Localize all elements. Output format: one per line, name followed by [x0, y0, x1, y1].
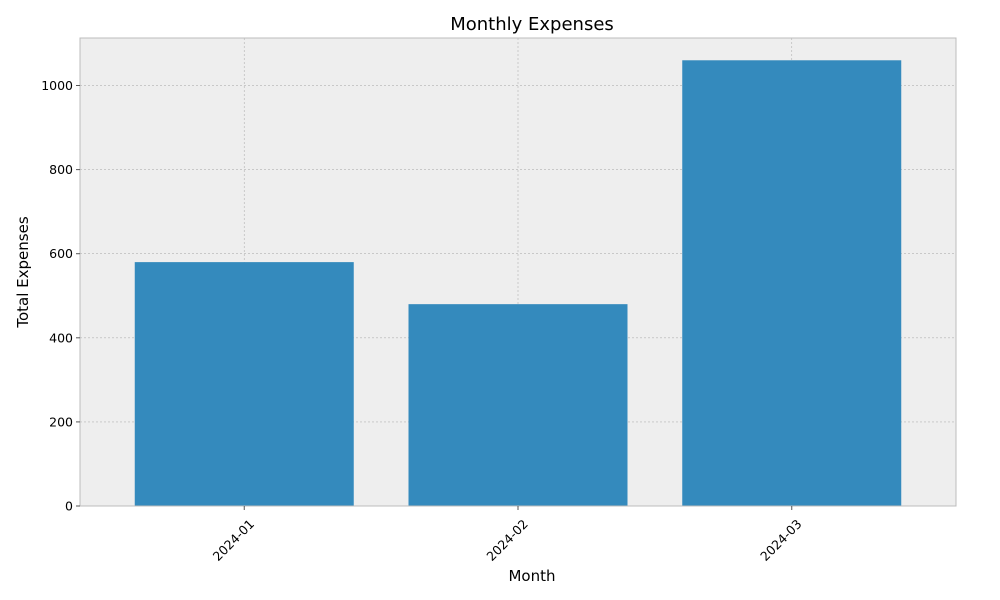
- y-tick-label: 800: [49, 162, 73, 177]
- y-tick-label: 1000: [41, 78, 73, 93]
- x-axis-label: Month: [508, 567, 555, 585]
- y-tick-label: 400: [49, 330, 73, 345]
- y-tick-label: 0: [65, 499, 73, 514]
- x-tick-label: 2024-02: [483, 516, 531, 564]
- x-tick-label: 2024-01: [210, 516, 258, 564]
- x-tick-label: 2024-03: [757, 516, 805, 564]
- y-axis-label: Total Expenses: [14, 216, 32, 328]
- bars: [134, 60, 902, 507]
- bar-2024-02: [408, 304, 628, 506]
- y-tick-label: 600: [49, 246, 73, 261]
- bar-2024-01: [134, 262, 354, 506]
- bar-2024-03: [682, 60, 902, 507]
- chart-title: Monthly Expenses: [450, 14, 614, 35]
- y-tick-label: 200: [49, 414, 73, 429]
